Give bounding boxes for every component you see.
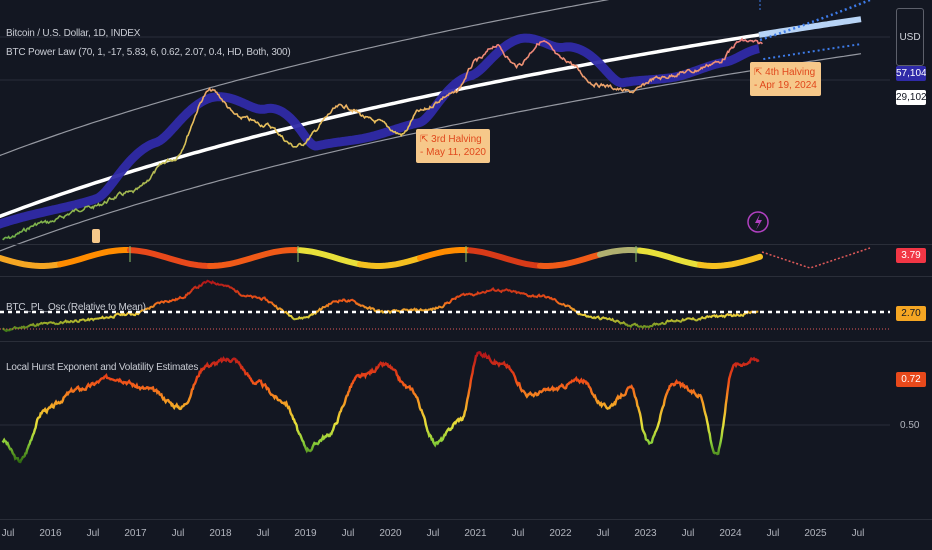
third-halving-annotation[interactable]: ⇱ 3rd Halving - May 11, 2020 <box>416 129 490 163</box>
cycle-segment <box>57 247 131 268</box>
time-axis-label: Jul <box>511 528 525 539</box>
fourth-halving-annotation[interactable]: ⇱ 4th Halving - Apr 19, 2024 <box>750 62 821 96</box>
currency-button[interactable]: USD <box>896 8 924 66</box>
pane-separator[interactable] <box>0 519 932 520</box>
cycle-projection <box>761 247 871 269</box>
symbol-title[interactable]: Bitcoin / U.S. Dollar, 1D, INDEX <box>6 28 141 39</box>
time-axis-label: 2025 <box>804 528 827 539</box>
oscillator-pane <box>0 279 890 333</box>
price-pane <box>0 0 890 252</box>
pane-separator[interactable] <box>0 244 932 245</box>
time-axis-label: 2017 <box>124 528 147 539</box>
projection-dots <box>763 43 862 61</box>
hurst-line <box>1 351 760 464</box>
cycle-segment <box>537 251 603 269</box>
hurst-mid-label: 0.50 <box>900 420 920 431</box>
time-axis-label: Jul <box>596 528 610 539</box>
time-axis-label: Jul <box>681 528 695 539</box>
time-axis-label: 2024 <box>719 528 742 539</box>
time-axis-label: Jul <box>1 528 15 539</box>
cycle-segment <box>207 246 301 269</box>
time-axis-label: Jul <box>341 528 355 539</box>
second-halving-annotation[interactable] <box>92 229 100 243</box>
cycle-segment <box>467 247 541 269</box>
upper-band-line <box>0 0 610 157</box>
cycle-segment <box>297 247 363 268</box>
oscillator-value-tag: 2.70 <box>896 306 926 321</box>
price-tag-lower: 29,102.05 <box>896 90 926 105</box>
time-axis-label: 2022 <box>549 528 572 539</box>
hurst-pane <box>0 351 890 464</box>
cycle-value-tag: 3.79 <box>896 248 926 263</box>
hurst-title[interactable]: Local Hurst Exponent and Volatility Esti… <box>6 362 199 373</box>
time-axis-label: Jul <box>256 528 270 539</box>
time-axis-label: 2023 <box>634 528 657 539</box>
time-axis-label: Jul <box>171 528 185 539</box>
oscillator-title[interactable]: BTC_PL_Osc (Relative to Mean) <box>6 302 146 313</box>
annotation-text: ⇱ 3rd Halving - May 11, 2020 <box>420 134 486 158</box>
time-axis-label: 2020 <box>379 528 402 539</box>
time-axis-label: 2019 <box>294 528 317 539</box>
fair-value-line <box>0 33 760 219</box>
time-axis-label: Jul <box>766 528 780 539</box>
pane-separator[interactable] <box>0 276 932 277</box>
bolt-icon <box>747 211 769 233</box>
fair-value-projection <box>758 16 862 38</box>
time-axis-label: 2021 <box>464 528 487 539</box>
time-axis-label: 2016 <box>39 528 62 539</box>
hurst-value-tag: 0.72 <box>896 372 926 387</box>
time-axis-label: Jul <box>851 528 865 539</box>
cycle-segment <box>127 247 213 269</box>
cycle-segment <box>597 247 643 258</box>
price-tag-upper: 57,104.77 <box>896 66 926 81</box>
cycle-wave-line <box>0 33 762 229</box>
time-axis-label: 2018 <box>209 528 232 539</box>
cycle-segment <box>0 255 63 269</box>
cycle-pane <box>0 246 871 269</box>
cycle-segment <box>417 247 471 261</box>
annotation-text: ⇱ 4th Halving - Apr 19, 2024 <box>754 67 817 91</box>
cycle-segment <box>357 255 423 269</box>
cycle-segment <box>697 253 763 269</box>
pane-separator[interactable] <box>0 341 932 342</box>
price-line <box>2 37 763 241</box>
cycle-segment <box>637 247 703 268</box>
time-axis-label: Jul <box>86 528 100 539</box>
indicator-title[interactable]: BTC Power Law (70, 1, -17, 5.83, 6, 0.62… <box>6 47 291 58</box>
time-axis-label: Jul <box>426 528 440 539</box>
upper-projection-dots <box>759 0 871 42</box>
